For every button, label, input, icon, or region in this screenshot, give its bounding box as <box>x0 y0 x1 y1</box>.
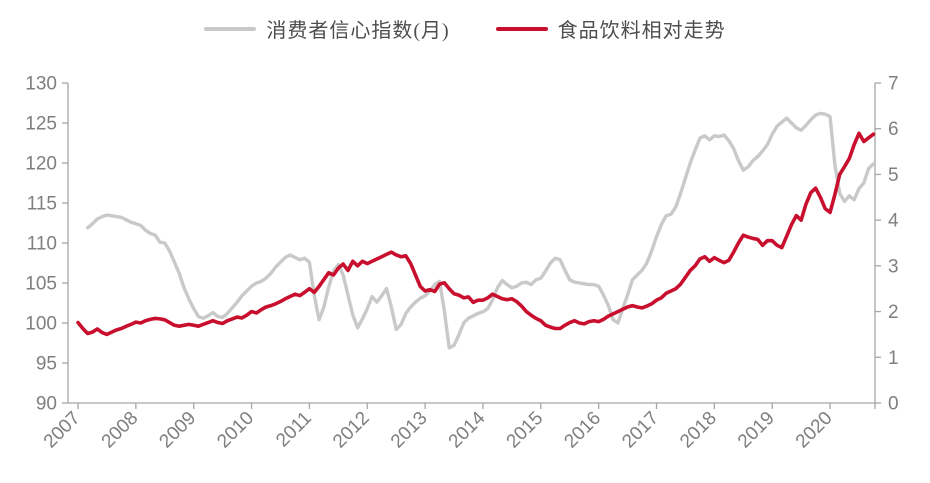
left-axis-tick-label: 100 <box>25 314 57 335</box>
left-axis-tick-label: 130 <box>25 74 57 95</box>
right-axis-tick-label: 7 <box>888 74 899 95</box>
left-axis-tick-label: 120 <box>25 154 57 175</box>
series-line-food-beverage <box>76 131 876 337</box>
x-axis-tick-label: 2017 <box>618 408 663 453</box>
left-axis-tick-label: 105 <box>25 274 57 295</box>
left-axis-tick-label: 115 <box>27 194 57 215</box>
x-axis-tick-label: 2014 <box>445 407 490 452</box>
x-axis-tick-label: 2012 <box>329 408 374 453</box>
x-axis-tick-label: 2016 <box>560 408 605 453</box>
right-axis-tick-label: 3 <box>888 256 899 277</box>
left-axis-tick-label: 95 <box>36 354 57 375</box>
x-axis-tick-label: 2010 <box>213 408 258 453</box>
left-axis-tick-label: 125 <box>25 114 57 135</box>
right-axis-tick-label: 4 <box>888 211 899 232</box>
series-line-consumer-confidence <box>85 111 876 350</box>
right-axis-tick-label: 5 <box>888 165 899 186</box>
x-axis-tick-label: 2008 <box>98 408 143 453</box>
x-axis-tick-label: 2013 <box>387 408 432 453</box>
legend-item-consumer-confidence: 消费者信心指数(月) <box>204 14 449 43</box>
legend-label-food-beverage: 食品饮料相对走势 <box>557 20 726 42</box>
x-axis-tick-label: 2020 <box>792 408 837 453</box>
legend-line-swatch-red <box>495 26 548 31</box>
legend: 消费者信心指数(月) 食品饮料相对走势 <box>0 14 930 43</box>
x-axis-tick-label: 2018 <box>676 408 721 453</box>
legend-line-swatch-gray <box>204 26 257 31</box>
x-axis-tick-label: 2009 <box>155 408 200 453</box>
x-axis-tick-label: 2015 <box>503 408 548 453</box>
legend-label-consumer-confidence: 消费者信心指数(月) <box>266 20 450 42</box>
left-axis-tick-label: 90 <box>36 394 57 415</box>
right-axis-tick-label: 2 <box>888 302 899 323</box>
left-axis-tick-label: 110 <box>27 234 57 255</box>
right-axis-tick-label: 0 <box>888 394 899 415</box>
x-axis-tick-label: 2019 <box>734 408 779 453</box>
x-axis-tick-label: 2011 <box>272 408 316 452</box>
right-axis-tick-label: 6 <box>888 119 899 140</box>
right-axis-tick-label: 1 <box>888 348 899 369</box>
legend-item-food-beverage: 食品饮料相对走势 <box>495 14 726 43</box>
